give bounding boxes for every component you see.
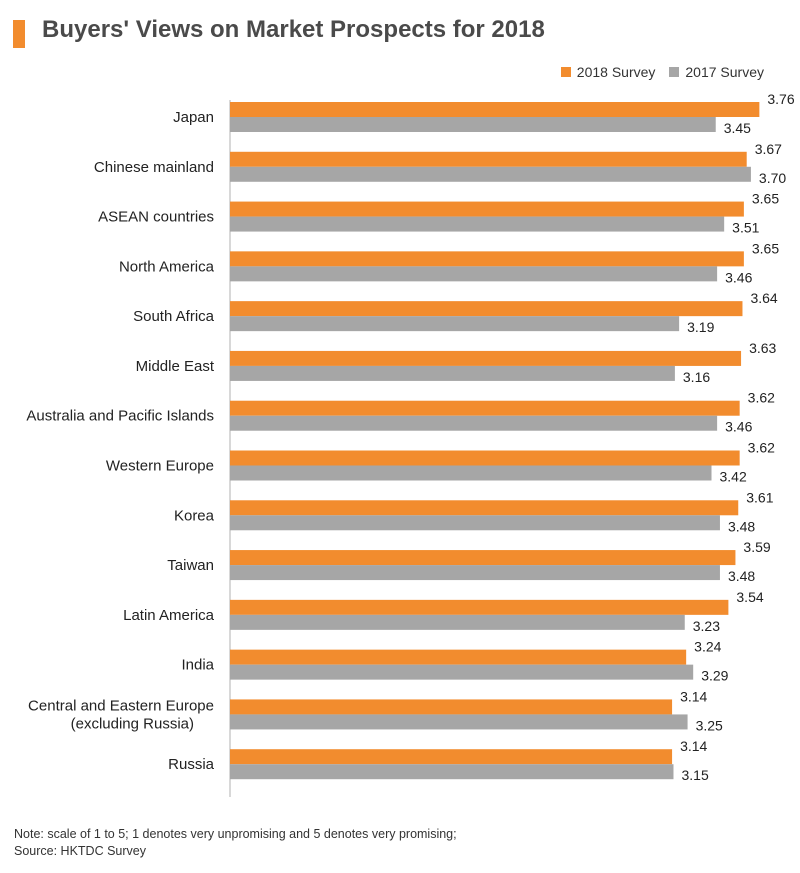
category-label: ASEAN countries bbox=[98, 209, 214, 226]
value-label-2018: 3.59 bbox=[743, 539, 770, 555]
value-label-2017: 3.16 bbox=[683, 369, 710, 385]
value-label-2017: 3.19 bbox=[687, 319, 714, 335]
category-label: Russia bbox=[168, 756, 215, 773]
note-line-source: Source: HKTDC Survey bbox=[14, 844, 146, 858]
category-label: Central and Eastern Europe (excluding Rus… bbox=[28, 697, 214, 732]
category-label: Western Europe bbox=[106, 458, 214, 475]
value-label-2018: 3.54 bbox=[736, 589, 763, 605]
value-label-2017: 3.42 bbox=[720, 469, 747, 485]
legend-item-2018: 2018 Survey bbox=[560, 64, 656, 80]
value-label-2018: 3.76 bbox=[767, 91, 794, 107]
bar-2018 bbox=[230, 301, 743, 317]
value-label-2018: 3.63 bbox=[749, 340, 776, 356]
category-label: India bbox=[181, 657, 214, 674]
bar-2018 bbox=[230, 102, 760, 117]
bar-2018 bbox=[230, 550, 736, 566]
value-label-2017: 3.51 bbox=[732, 220, 759, 236]
legend-swatch-2018 bbox=[560, 67, 571, 77]
bar-2018 bbox=[230, 649, 687, 665]
category-label: Australia and Pacific Islands bbox=[26, 408, 214, 425]
value-label-2017: 3.48 bbox=[728, 568, 755, 584]
value-label-2018: 3.14 bbox=[680, 738, 707, 754]
bar-2017 bbox=[230, 714, 688, 730]
bar-2017 bbox=[230, 216, 725, 232]
category-label: Korea bbox=[174, 507, 215, 524]
value-label-2017: 3.45 bbox=[724, 120, 751, 136]
bar-2017 bbox=[230, 614, 685, 630]
legend-item-2017: 2017 Survey bbox=[669, 64, 764, 80]
legend: 2018 Survey 2017 Survey bbox=[560, 64, 764, 80]
bar-2018 bbox=[230, 450, 740, 466]
value-label-2017: 3.15 bbox=[681, 767, 708, 783]
value-label-2017: 3.46 bbox=[725, 269, 752, 285]
chart-title: Buyers' Views on Market Prospects for 20… bbox=[42, 16, 545, 43]
category-label: Middle East bbox=[136, 358, 215, 375]
value-label-2017: 3.29 bbox=[701, 668, 728, 684]
value-label-2018: 3.62 bbox=[748, 440, 775, 456]
bar-2017 bbox=[230, 465, 712, 481]
legend-label-2017: 2017 Survey bbox=[685, 64, 764, 80]
category-label: North America bbox=[119, 258, 215, 275]
title-accent-bar bbox=[13, 20, 25, 48]
value-label-2018: 3.65 bbox=[752, 240, 779, 256]
value-label-2018: 3.24 bbox=[694, 639, 721, 655]
bar-2018 bbox=[230, 599, 729, 615]
category-label: South Africa bbox=[133, 308, 215, 325]
bar-2018 bbox=[230, 699, 673, 715]
value-label-2017: 3.48 bbox=[728, 518, 755, 534]
bar-2018 bbox=[230, 151, 747, 167]
value-label-2018: 3.67 bbox=[755, 141, 782, 157]
category-label: Japan bbox=[173, 109, 214, 126]
bar-2017 bbox=[230, 764, 674, 780]
bar-2017 bbox=[230, 565, 720, 581]
value-label-2017: 3.70 bbox=[759, 170, 786, 186]
bar-2017 bbox=[230, 117, 716, 132]
bar-2018 bbox=[230, 201, 744, 217]
bar-2018 bbox=[230, 749, 673, 765]
category-label: Latin America bbox=[123, 607, 215, 624]
value-label-2017: 3.46 bbox=[725, 419, 752, 435]
value-label-2018: 3.62 bbox=[748, 390, 775, 406]
bar-2017 bbox=[230, 664, 694, 680]
bar-2017 bbox=[230, 166, 751, 182]
bar-2018 bbox=[230, 500, 739, 516]
category-label: Taiwan bbox=[167, 557, 214, 574]
bar-2018 bbox=[230, 251, 744, 267]
bar-2017 bbox=[230, 266, 718, 282]
bar-2017 bbox=[230, 515, 720, 531]
bar-2017 bbox=[230, 365, 675, 381]
bar-2018 bbox=[230, 350, 742, 366]
bar-2018 bbox=[230, 400, 740, 416]
note-line-scale: Note: scale of 1 to 5; 1 denotes very un… bbox=[14, 827, 457, 841]
category-label: Chinese mainland bbox=[94, 159, 214, 176]
legend-swatch-2017 bbox=[669, 67, 680, 77]
bar-2017 bbox=[230, 415, 718, 431]
bar-2017 bbox=[230, 316, 680, 332]
value-label-2017: 3.25 bbox=[696, 717, 723, 733]
value-label-2018: 3.64 bbox=[750, 290, 777, 306]
value-label-2017: 3.23 bbox=[693, 618, 720, 634]
value-label-2018: 3.61 bbox=[746, 489, 773, 505]
value-label-2018: 3.65 bbox=[752, 191, 779, 207]
chart-note: Note: scale of 1 to 5; 1 denotes very un… bbox=[14, 826, 457, 860]
legend-label-2018: 2018 Survey bbox=[576, 64, 656, 80]
value-label-2018: 3.14 bbox=[680, 688, 707, 704]
